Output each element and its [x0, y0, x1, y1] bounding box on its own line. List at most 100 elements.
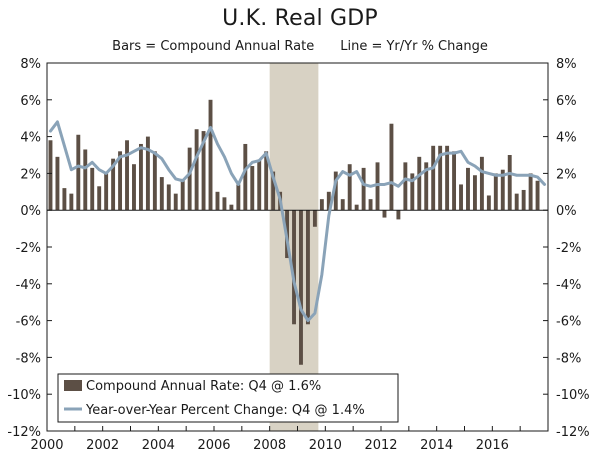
- bar: [132, 164, 136, 211]
- bar: [452, 151, 457, 211]
- bar: [368, 199, 373, 211]
- bar: [48, 140, 53, 211]
- bar: [424, 162, 429, 211]
- x-tick-label: 2008: [253, 438, 286, 453]
- bar: [445, 145, 450, 211]
- x-tick-label: 2004: [142, 438, 175, 453]
- y-tick-label-right: 0%: [556, 204, 577, 219]
- bar: [521, 189, 526, 211]
- bar: [97, 186, 102, 211]
- bar: [201, 131, 206, 211]
- bar: [438, 145, 443, 211]
- bar: [507, 155, 512, 211]
- x-tick-label: 2014: [420, 438, 453, 453]
- bar: [208, 99, 213, 211]
- bar: [479, 156, 484, 211]
- bar: [69, 193, 74, 211]
- y-tick-label-left: -2%: [16, 241, 41, 256]
- bar: [166, 184, 171, 211]
- bar: [194, 129, 199, 211]
- subtitle-line: Line = Yr/Yr % Change: [340, 39, 488, 54]
- y-tick-label-right: -12%: [556, 425, 590, 440]
- bar: [528, 173, 533, 211]
- bar: [118, 151, 123, 211]
- axes-group: 8% 8% 6% 6% 4% 4% 2% 2% 0% 0% -2% -2% -4% -4% -6% -6% -8…: [7, 57, 589, 453]
- x-tick-label: 2012: [364, 438, 397, 453]
- bar: [382, 210, 387, 218]
- bar: [305, 210, 310, 325]
- y-tick-label-left: -8%: [16, 351, 41, 366]
- y-tick-label-left: -6%: [16, 315, 41, 330]
- bar: [466, 167, 470, 211]
- y-tick-label-right: 6%: [556, 94, 577, 109]
- bar: [229, 204, 234, 211]
- legend-bar-label: Compound Annual Rate: Q4 @ 1.6%: [86, 379, 321, 394]
- x-tick-label: 2016: [476, 438, 509, 453]
- bar: [76, 134, 81, 211]
- x-tick-label: 2006: [197, 438, 230, 453]
- bar: [347, 164, 352, 211]
- bar: [111, 158, 116, 211]
- bar: [271, 171, 276, 211]
- y-tick-label-left: -4%: [16, 278, 41, 293]
- bar: [514, 193, 519, 211]
- x-tick-label: 2002: [86, 438, 119, 453]
- bar: [535, 180, 540, 211]
- bar: [500, 169, 505, 211]
- bar: [215, 191, 220, 211]
- y-tick-label-right: 2%: [556, 167, 577, 182]
- bar: [104, 173, 109, 211]
- bar: [55, 156, 60, 211]
- bar: [257, 160, 262, 211]
- subtitle-bars: Bars = Compound Annual Rate: [112, 39, 315, 54]
- bar: [83, 149, 88, 211]
- bar: [292, 210, 296, 325]
- legend-bar-swatch: [64, 380, 82, 391]
- bar: [493, 173, 498, 211]
- bar: [417, 156, 422, 211]
- bar: [152, 151, 157, 211]
- legend-box: [57, 373, 399, 423]
- legend-line-label: Year-over-Year Percent Change: Q4 @ 1.4%: [85, 403, 365, 418]
- bar: [159, 177, 164, 211]
- y-tick-label-left: 4%: [20, 131, 41, 146]
- bar: [410, 173, 415, 211]
- bar: [312, 210, 317, 227]
- y-tick-label-right: -4%: [556, 278, 581, 293]
- y-tick-label-left: 0%: [20, 204, 41, 219]
- y-tick-label-left: 2%: [20, 167, 41, 182]
- bar: [264, 151, 269, 211]
- bar: [396, 210, 401, 220]
- bar: [90, 167, 95, 211]
- bar: [250, 166, 255, 211]
- legend: Compound Annual Rate: Q4 @ 1.6% Year-ove…: [57, 373, 399, 423]
- chart-title: U.K. Real GDP: [222, 6, 378, 31]
- bar: [459, 184, 463, 211]
- y-tick-label-right: -6%: [556, 315, 581, 330]
- bar: [138, 143, 143, 211]
- y-tick-label-right: 8%: [556, 57, 577, 72]
- bar: [180, 178, 185, 211]
- y-tick-label-right: -10%: [556, 388, 590, 403]
- bar: [361, 167, 366, 211]
- bar: [319, 199, 324, 211]
- bar: [299, 210, 303, 365]
- bar: [145, 136, 150, 211]
- bar: [243, 143, 248, 211]
- bar: [125, 140, 129, 211]
- bar: [389, 123, 394, 211]
- y-tick-label-right: -8%: [556, 351, 581, 366]
- line-series-group: [48, 120, 547, 323]
- bar: [431, 145, 436, 211]
- bar: [354, 204, 359, 211]
- y-tick-label-left: -10%: [7, 388, 41, 403]
- bar: [403, 162, 408, 211]
- bar: [222, 197, 227, 211]
- chart-subtitle: Bars = Compound Annual Rate Line = Yr/Yr …: [0, 39, 600, 54]
- y-tick-label-left: 8%: [20, 57, 41, 72]
- bar: [326, 191, 331, 211]
- x-tick-label: 2000: [30, 438, 63, 453]
- x-tick-label: 2010: [309, 438, 342, 453]
- bar: [340, 199, 345, 211]
